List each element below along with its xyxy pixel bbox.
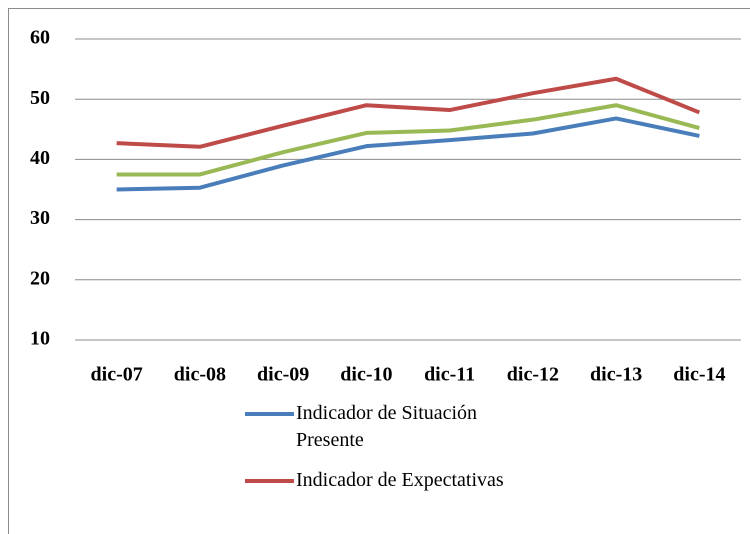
x-tick-label: dic-12	[507, 364, 559, 386]
series-line	[116, 76, 701, 149]
x-tick-label: dic-09	[257, 364, 309, 386]
x-tick-label: dic-08	[174, 364, 226, 386]
y-tick-label: 50	[30, 87, 50, 109]
y-tick-label: 30	[30, 207, 50, 229]
legend-label: Indicador de Situación Presente	[296, 402, 478, 451]
y-tick-label: 60	[30, 27, 50, 49]
x-tick-label: dic-07	[91, 364, 143, 386]
chart-frame	[8, 8, 750, 534]
y-tick-label: 20	[30, 267, 50, 289]
series-line	[116, 103, 700, 177]
y-tick-label: 40	[30, 147, 50, 169]
legend-label: Indicador de Expectativas	[296, 469, 504, 491]
series-line	[116, 116, 700, 192]
x-tick-label: dic-10	[340, 364, 392, 386]
x-tick-label: dic-11	[424, 364, 475, 386]
y-tick-label: 10	[30, 328, 50, 350]
x-tick-label: dic-14	[673, 364, 725, 386]
x-tick-label: dic-13	[590, 364, 642, 386]
